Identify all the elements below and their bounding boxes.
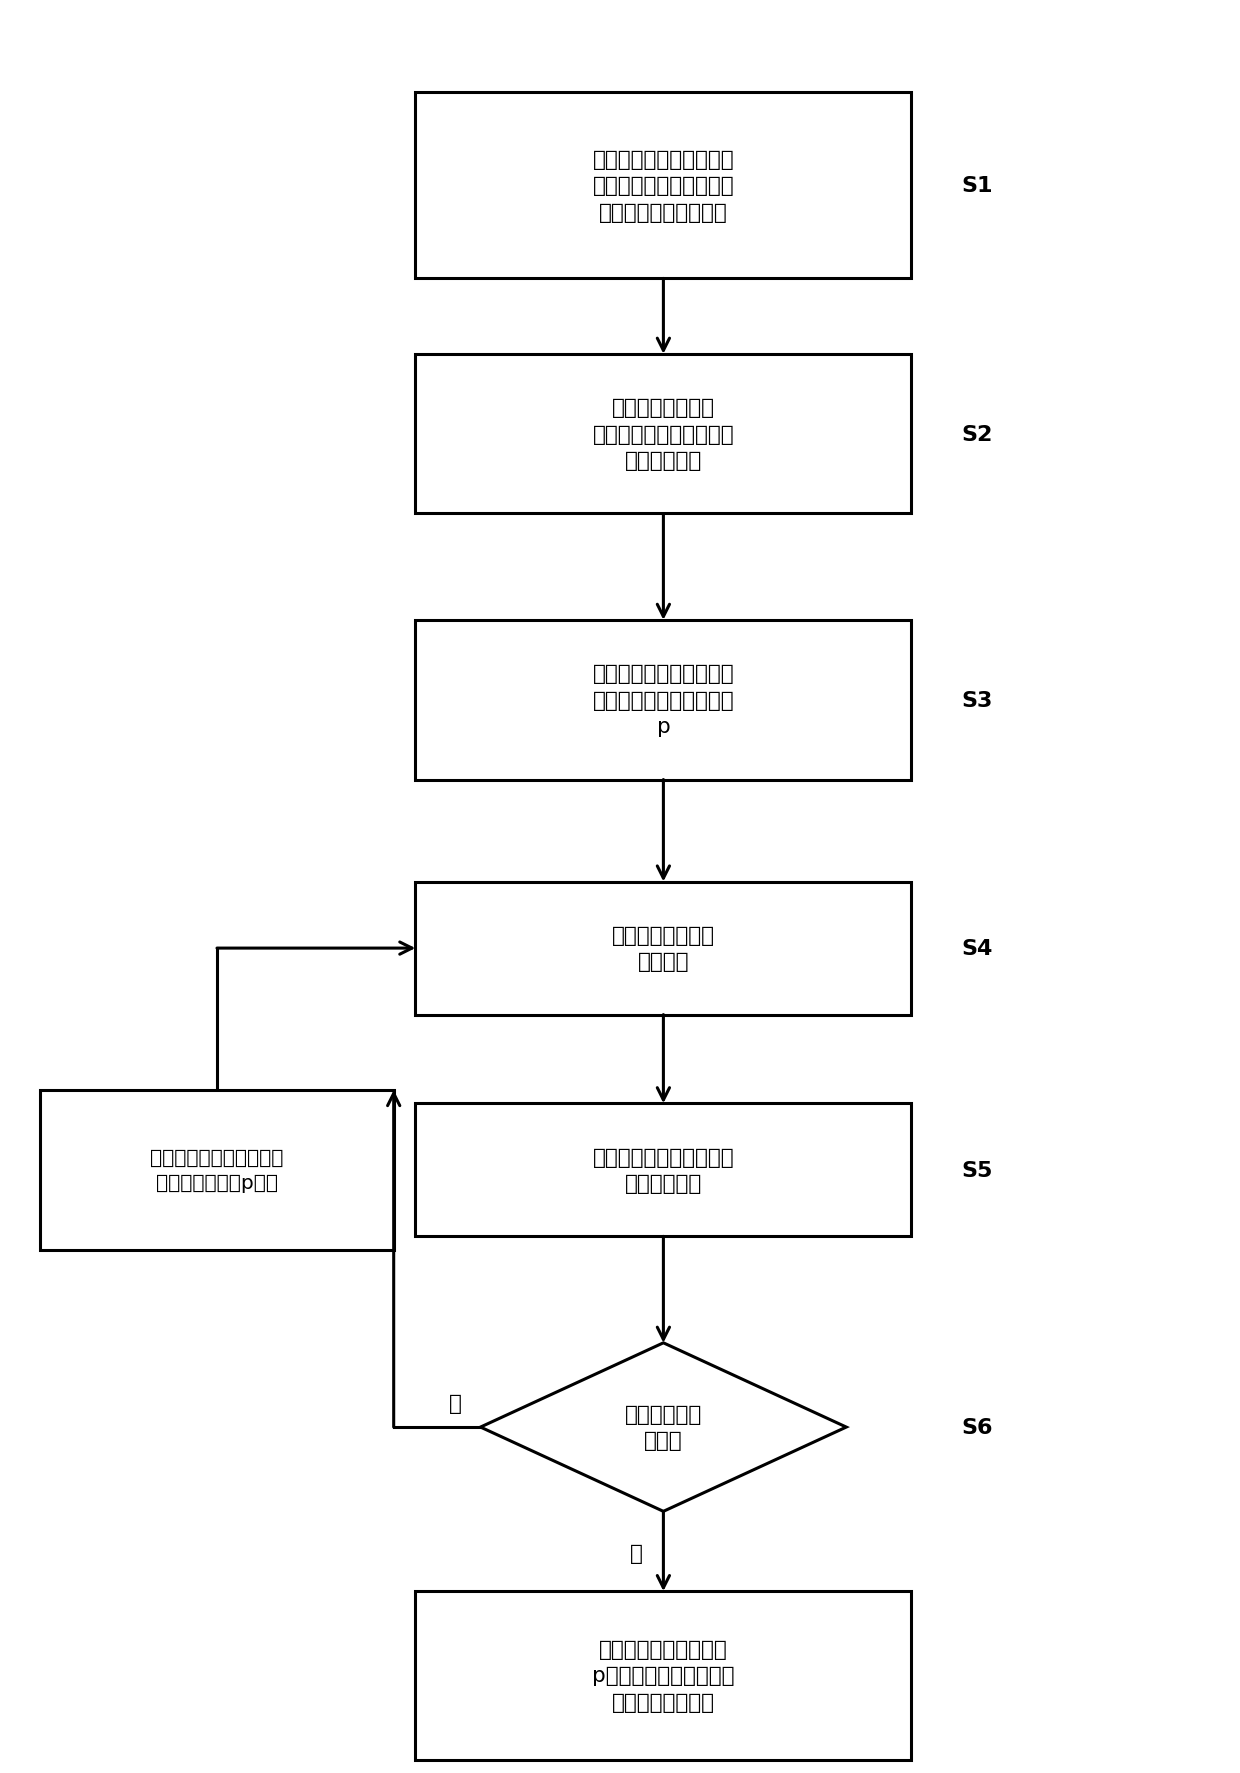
- Bar: [415, 621, 911, 780]
- Text: S5: S5: [961, 1160, 992, 1181]
- Polygon shape: [481, 1344, 846, 1511]
- Bar: [415, 1592, 911, 1759]
- Text: 供电电源正常输出，测试
设备控制电源中断模块产
生正常的精确供电电压: 供电电源正常输出，测试 设备控制电源中断模块产 生正常的精确供电电压: [593, 149, 734, 223]
- Bar: [415, 881, 911, 1014]
- Text: S6: S6: [961, 1417, 992, 1438]
- Bar: [415, 1103, 911, 1238]
- Text: 被测对象正常上电
测试设备完成被测对象的
正常功能测试: 被测对象正常上电 测试设备完成被测对象的 正常功能测试: [593, 397, 734, 472]
- Bar: [40, 1090, 394, 1250]
- Text: 由测试设备测试被测对象
功能是否正常: 由测试设备测试被测对象 功能是否正常: [593, 1147, 734, 1193]
- Bar: [415, 355, 911, 514]
- Text: S3: S3: [961, 690, 992, 711]
- Text: 被测对象功能
正常？: 被测对象功能 正常？: [625, 1404, 702, 1450]
- Text: 记录当前电源中断宽度
p，即为被测对象电源中
断保护的极限性能: 记录当前电源中断宽度 p，即为被测对象电源中 断保护的极限性能: [593, 1638, 734, 1713]
- Text: S4: S4: [961, 938, 992, 959]
- Text: 电源中断模块产生
电源中断: 电源中断模块产生 电源中断: [611, 926, 715, 972]
- Text: S1: S1: [961, 176, 992, 197]
- Text: 否: 否: [630, 1543, 642, 1564]
- Text: 由测试设备设定电源中断
模块的中断宽度p增大: 由测试设备设定电源中断 模块的中断宽度p增大: [150, 1149, 284, 1191]
- Text: 是: 是: [449, 1394, 463, 1413]
- Text: 由测试设备设定电源中断
模块的中断宽度为初始值
p: 由测试设备设定电源中断 模块的中断宽度为初始值 p: [593, 663, 734, 738]
- Bar: [415, 92, 911, 278]
- Text: S2: S2: [961, 424, 992, 445]
